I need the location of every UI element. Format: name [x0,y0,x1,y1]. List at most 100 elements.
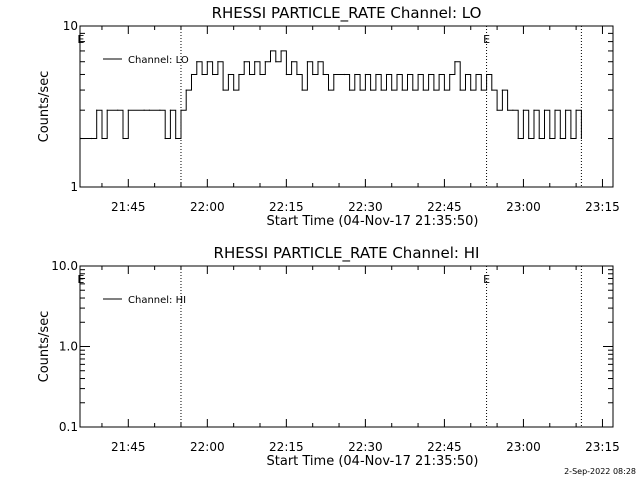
x-tick-label: 22:00 [190,440,225,454]
data-point [428,73,430,76]
chart-panel-1: RHESSI PARTICLE_RATE Channel: LO 21:45 22:… [37,4,620,229]
data-point [575,109,577,111]
y-tick-label: 10.0 [51,259,78,273]
data-point [159,109,161,111]
data-point [359,89,361,91]
data-point [364,73,366,76]
data-point [343,73,345,76]
data-point [559,137,561,140]
data-point [201,73,203,76]
data-point [396,73,398,76]
data-point [206,61,208,63]
x-tick-label: 22:45 [427,440,462,454]
flag-label: E [77,273,84,286]
data-point [291,61,293,63]
data-point [301,89,303,91]
data-point [417,73,419,76]
data-point [248,73,251,76]
legend-label: Channel: HI [128,295,186,306]
data-point [96,109,98,111]
data-point [333,73,335,76]
data-point [570,137,572,140]
data-point [80,137,82,140]
footer-timestamp: 2-Sep-2022 08:28 [564,467,636,476]
data-point [554,109,556,111]
data-point [327,89,330,91]
chart-title: RHESSI PARTICLE_RATE Channel: HI [214,244,480,263]
data-point [164,137,166,140]
data-point [117,109,119,111]
data-point [217,61,219,63]
x-axis-title: Start Time (04-Nov-17 21:35:50) [267,214,479,229]
y-tick-label: 1 [70,180,78,194]
flag-label: E [483,273,490,286]
data-point [269,50,272,52]
data-point [485,73,488,76]
data-point [370,89,372,91]
data-point [470,89,472,91]
x-tick-label: 22:00 [190,200,225,214]
data-point [122,137,124,140]
data-point [211,73,214,76]
data-point [243,61,245,63]
x-tick-label: 22:30 [348,440,383,454]
flag-label: E [483,33,490,46]
data-point [475,73,477,76]
data-point [412,89,414,91]
x-tick-label: 23:00 [506,440,541,454]
data-point [285,73,287,76]
data-point [101,137,103,140]
data-point [317,61,319,63]
data-point [175,137,177,140]
data-point [512,109,514,111]
legend-label: Channel: LO [128,55,189,66]
data-point [501,89,503,91]
data-point [354,73,356,76]
x-tick-label: 23:00 [506,200,541,214]
data-point [196,61,198,63]
data-point [169,109,172,111]
data-point [280,50,282,52]
data-point [406,73,409,76]
data-point [322,73,324,76]
data-point [143,109,145,111]
x-tick-label: 22:15 [269,440,304,454]
data-point [522,109,525,111]
data-point [564,109,567,111]
data-point [180,109,182,111]
data-point [433,89,435,91]
data-point [296,73,298,76]
data-point [438,73,440,76]
data-point [233,89,235,91]
data-point [348,89,351,91]
data-point [422,89,424,91]
x-tick-label: 22:15 [269,200,304,214]
plot-frame [79,25,614,188]
x-tick-label: 22:30 [348,200,383,214]
data-point [312,73,314,76]
data-point [533,109,535,111]
data-point [90,137,93,140]
data-point [106,109,108,111]
data-point [538,137,540,140]
data-point [391,89,393,91]
flag-label: E [77,33,84,46]
panels: RHESSI PARTICLE_RATE Channel: LO 21:45 22:… [37,4,620,469]
data-point [190,73,193,76]
data-point [275,61,277,63]
data-point [254,61,256,63]
x-tick-label: 21:45 [111,440,146,454]
data-point [449,73,451,76]
data-point [517,137,519,140]
y-axis-title: Counts/sec [37,71,52,143]
data-point [496,109,498,111]
y-axis-title: Counts/sec [37,311,52,383]
data-point [464,73,467,76]
data-point [375,73,377,76]
y-tick-label: 1.0 [59,340,78,354]
data-point [459,89,461,91]
data-point [528,137,530,140]
data-point [127,109,129,111]
x-tick-label: 23:15 [585,200,620,214]
